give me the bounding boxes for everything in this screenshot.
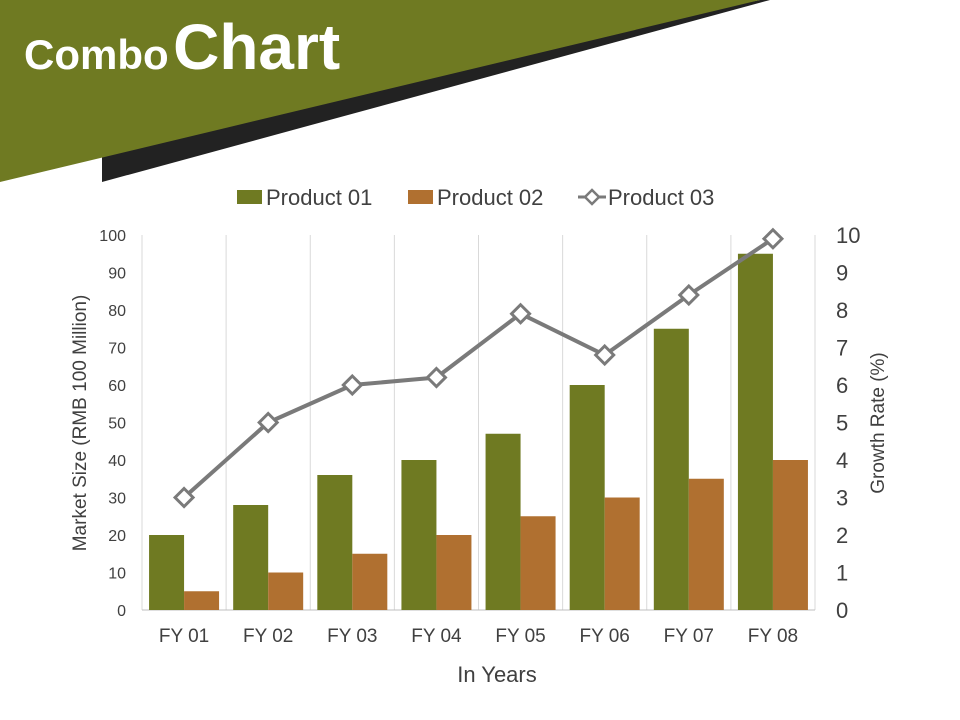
bar-product-01 bbox=[317, 475, 353, 610]
y2-tick-label: 2 bbox=[836, 523, 848, 548]
point-product-03 bbox=[593, 343, 616, 367]
y-tick-label: 100 bbox=[99, 228, 126, 245]
legend-marker-product-03 bbox=[583, 188, 601, 206]
bar-product-01 bbox=[149, 535, 185, 610]
bar-product-02 bbox=[352, 553, 388, 610]
y2-tick-label: 5 bbox=[836, 411, 848, 436]
legend-swatch-product-01 bbox=[237, 190, 262, 204]
x-tick-label: FY 06 bbox=[580, 626, 630, 647]
bar-product-02 bbox=[268, 572, 304, 610]
y2-tick-label: 8 bbox=[836, 298, 848, 323]
point-product-03 bbox=[172, 486, 196, 509]
y2-tick-label: 10 bbox=[836, 223, 860, 248]
y2-tick-label: 1 bbox=[836, 561, 848, 586]
y-tick-label: 70 bbox=[108, 341, 126, 358]
y-tick-label: 90 bbox=[108, 266, 126, 283]
x-tick-label: FY 02 bbox=[243, 626, 293, 647]
y-axis-title: Market Size (RMB 100 Million) bbox=[70, 295, 91, 552]
legend-label-product-01: Product 01 bbox=[266, 185, 372, 210]
y2-tick-label: 3 bbox=[836, 486, 848, 511]
slide-title: Combo Chart bbox=[24, 10, 340, 84]
y2-tick-label: 4 bbox=[836, 448, 848, 473]
title-word-2: Chart bbox=[173, 11, 341, 83]
point-product-03 bbox=[257, 411, 280, 434]
x-tick-label: FY 07 bbox=[664, 626, 714, 647]
y2-axis-title: Growth Rate (%) bbox=[868, 352, 889, 493]
y-tick-label: 80 bbox=[108, 303, 126, 320]
x-tick-label: FY 05 bbox=[495, 626, 545, 647]
bar-product-02 bbox=[604, 497, 640, 610]
x-tick-label: FY 03 bbox=[327, 626, 377, 647]
bar-product-02 bbox=[184, 591, 220, 610]
bar-product-01 bbox=[653, 328, 689, 610]
bar-product-02 bbox=[436, 535, 472, 610]
x-tick-label: FY 08 bbox=[748, 626, 798, 647]
y2-tick-label: 9 bbox=[836, 261, 848, 286]
bar-product-02 bbox=[772, 460, 808, 610]
y-tick-label: 10 bbox=[108, 566, 126, 583]
point-product-03 bbox=[761, 227, 785, 250]
point-product-03 bbox=[341, 373, 364, 397]
legend-swatch-product-02 bbox=[408, 190, 433, 204]
banner-olive-shape bbox=[0, 0, 760, 182]
y-tick-label: 20 bbox=[108, 528, 126, 545]
point-product-03 bbox=[509, 302, 532, 325]
bar-product-01 bbox=[233, 505, 269, 610]
bar-product-02 bbox=[520, 516, 556, 610]
y2-tick-label: 0 bbox=[836, 598, 848, 623]
x-axis-title: In Years bbox=[457, 662, 537, 687]
bar-product-02 bbox=[688, 478, 724, 610]
legend-label-product-03: Product 03 bbox=[608, 185, 714, 210]
banner-dark-stripe bbox=[102, 0, 770, 182]
point-product-03 bbox=[425, 366, 448, 389]
bar-product-01 bbox=[401, 460, 437, 610]
x-tick-label: FY 04 bbox=[411, 626, 462, 647]
y2-tick-label: 6 bbox=[836, 373, 848, 398]
title-banner bbox=[0, 0, 770, 182]
bar-product-01 bbox=[485, 433, 521, 610]
y2-tick-label: 7 bbox=[836, 336, 848, 361]
y-tick-label: 40 bbox=[108, 453, 126, 470]
y-tick-label: 0 bbox=[117, 603, 126, 620]
bar-product-01 bbox=[569, 385, 605, 610]
bar-product-01 bbox=[737, 253, 773, 610]
legend-label-product-02: Product 02 bbox=[437, 185, 543, 210]
y-tick-label: 60 bbox=[108, 378, 126, 395]
title-word-1: Combo bbox=[24, 31, 169, 78]
x-tick-label: FY 01 bbox=[159, 626, 209, 647]
line-product-03 bbox=[182, 237, 775, 499]
y-tick-label: 30 bbox=[108, 491, 126, 508]
y-tick-label: 50 bbox=[108, 416, 126, 433]
point-product-03 bbox=[677, 283, 700, 307]
